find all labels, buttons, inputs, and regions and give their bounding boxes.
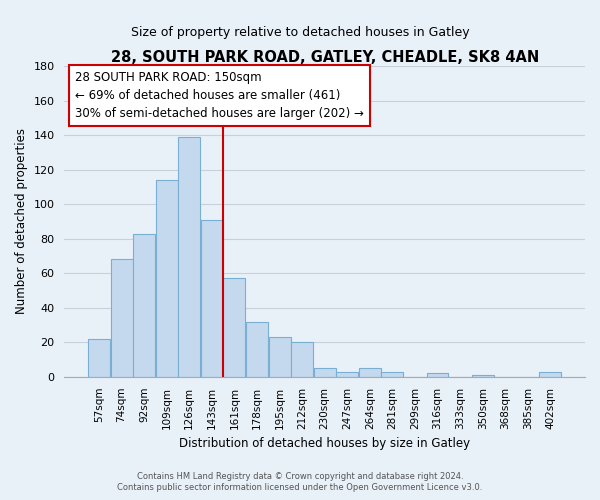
Bar xyxy=(291,342,313,377)
Text: 28 SOUTH PARK ROAD: 150sqm
← 69% of detached houses are smaller (461)
30% of sem: 28 SOUTH PARK ROAD: 150sqm ← 69% of deta… xyxy=(75,71,364,120)
Bar xyxy=(314,368,335,377)
Bar xyxy=(472,375,494,377)
Text: Contains HM Land Registry data © Crown copyright and database right 2024.
Contai: Contains HM Land Registry data © Crown c… xyxy=(118,472,482,492)
Bar xyxy=(110,260,133,377)
Bar xyxy=(223,278,245,377)
Y-axis label: Number of detached properties: Number of detached properties xyxy=(15,128,28,314)
Bar xyxy=(359,368,381,377)
Bar xyxy=(133,234,155,377)
Bar xyxy=(269,337,290,377)
Title: 28, SOUTH PARK ROAD, GATLEY, CHEADLE, SK8 4AN: 28, SOUTH PARK ROAD, GATLEY, CHEADLE, SK… xyxy=(110,50,539,65)
Bar xyxy=(88,339,110,377)
X-axis label: Distribution of detached houses by size in Gatley: Distribution of detached houses by size … xyxy=(179,437,470,450)
Bar xyxy=(156,180,178,377)
Bar xyxy=(201,220,223,377)
Bar xyxy=(382,372,403,377)
Text: Size of property relative to detached houses in Gatley: Size of property relative to detached ho… xyxy=(131,26,469,39)
Bar xyxy=(427,374,448,377)
Bar xyxy=(337,372,358,377)
Bar xyxy=(539,372,562,377)
Bar xyxy=(246,322,268,377)
Bar xyxy=(178,137,200,377)
